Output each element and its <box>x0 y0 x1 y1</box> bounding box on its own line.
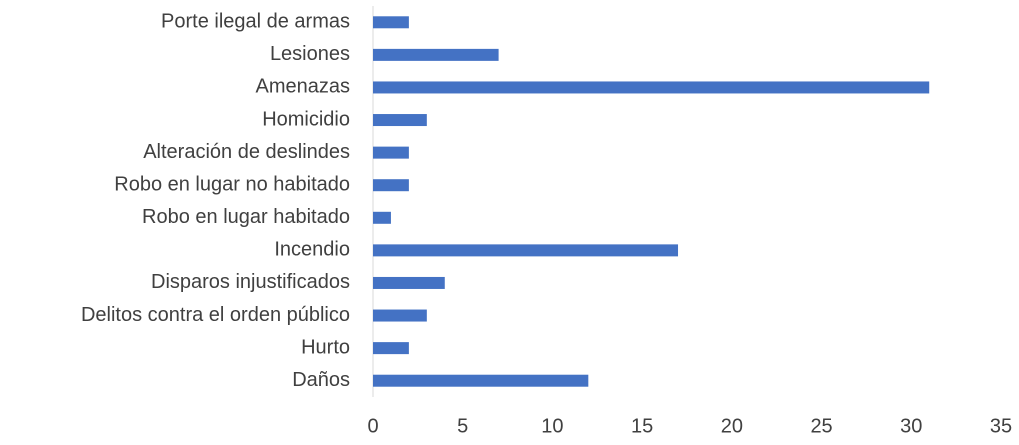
y-tick-label: Robo en lugar habitado <box>142 206 350 228</box>
bar <box>373 244 679 257</box>
y-tick-label: Incendio <box>274 239 350 261</box>
y-tick-label: Lesiones <box>270 43 350 65</box>
y-tick-label: Amenazas <box>256 76 351 98</box>
x-tick-label: 0 <box>367 415 378 437</box>
x-tick-label: 30 <box>900 415 922 437</box>
bar <box>373 81 930 94</box>
y-tick-label: Hurto <box>301 336 350 358</box>
x-tick-label: 15 <box>631 415 653 437</box>
bar <box>373 146 409 159</box>
x-tick-label: 10 <box>541 415 563 437</box>
x-tick-label: 20 <box>721 415 743 437</box>
x-tick-label: 35 <box>990 415 1012 437</box>
y-tick-label: Porte ilegal de armas <box>161 11 350 33</box>
bar <box>373 48 499 61</box>
y-tick-label: Delitos contra el orden público <box>81 304 350 326</box>
bar <box>373 179 409 192</box>
bar <box>373 276 445 289</box>
y-tick-label: Robo en lugar no habitado <box>114 173 350 195</box>
bar <box>373 16 409 29</box>
y-tick-label: Homicidio <box>262 108 350 130</box>
bar <box>373 211 391 224</box>
y-tick-label: Disparos injustificados <box>151 271 350 293</box>
bar <box>373 309 427 322</box>
y-tick-label: Daños <box>292 369 350 391</box>
x-tick-label: 5 <box>457 415 468 437</box>
bar <box>373 114 427 127</box>
y-tick-label: Alteración de deslindes <box>143 141 350 163</box>
bar <box>373 374 589 387</box>
bar <box>373 342 409 355</box>
x-tick-label: 25 <box>810 415 832 437</box>
